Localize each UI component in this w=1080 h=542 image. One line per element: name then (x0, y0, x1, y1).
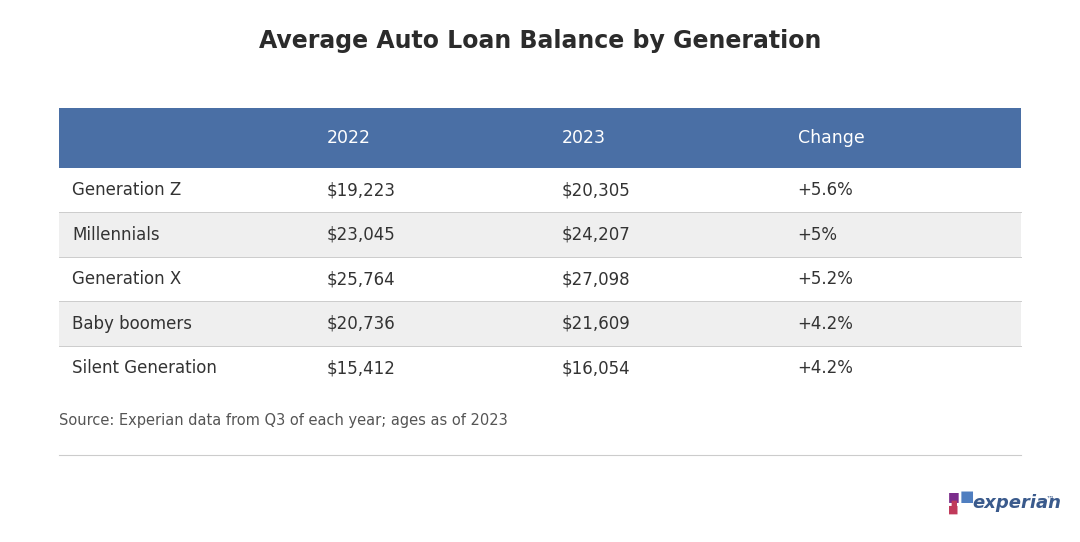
Text: Change: Change (798, 129, 864, 147)
Text: experian: experian (972, 494, 1061, 512)
Text: $27,098: $27,098 (562, 270, 631, 288)
Text: ™: ™ (1045, 495, 1054, 504)
Text: Average Auto Loan Balance by Generation: Average Auto Loan Balance by Generation (259, 29, 821, 53)
Text: $24,207: $24,207 (562, 225, 631, 244)
Text: Source: Experian data from Q3 of each year; ages as of 2023: Source: Experian data from Q3 of each ye… (59, 412, 509, 428)
Text: $16,054: $16,054 (562, 359, 631, 377)
Text: $20,305: $20,305 (562, 181, 631, 199)
Text: ■: ■ (950, 500, 957, 506)
Text: Millennials: Millennials (72, 225, 160, 244)
Text: Baby boomers: Baby boomers (72, 314, 192, 333)
Text: $19,223: $19,223 (326, 181, 395, 199)
Text: 2023: 2023 (562, 129, 606, 147)
Text: +5.6%: +5.6% (798, 181, 853, 199)
Text: Generation Z: Generation Z (72, 181, 181, 199)
Text: +5%: +5% (798, 225, 838, 244)
Text: $20,736: $20,736 (326, 314, 395, 333)
Text: ■: ■ (948, 505, 959, 514)
Text: $25,764: $25,764 (326, 270, 395, 288)
Text: Generation X: Generation X (72, 270, 181, 288)
Text: $23,045: $23,045 (326, 225, 395, 244)
Text: +5.2%: +5.2% (798, 270, 853, 288)
Text: ■: ■ (948, 490, 959, 503)
Text: +4.2%: +4.2% (798, 359, 853, 377)
Text: Silent Generation: Silent Generation (72, 359, 217, 377)
Text: $15,412: $15,412 (326, 359, 395, 377)
Text: ■: ■ (959, 489, 974, 504)
Text: $21,609: $21,609 (562, 314, 631, 333)
Text: 2022: 2022 (326, 129, 370, 147)
Text: +4.2%: +4.2% (798, 314, 853, 333)
